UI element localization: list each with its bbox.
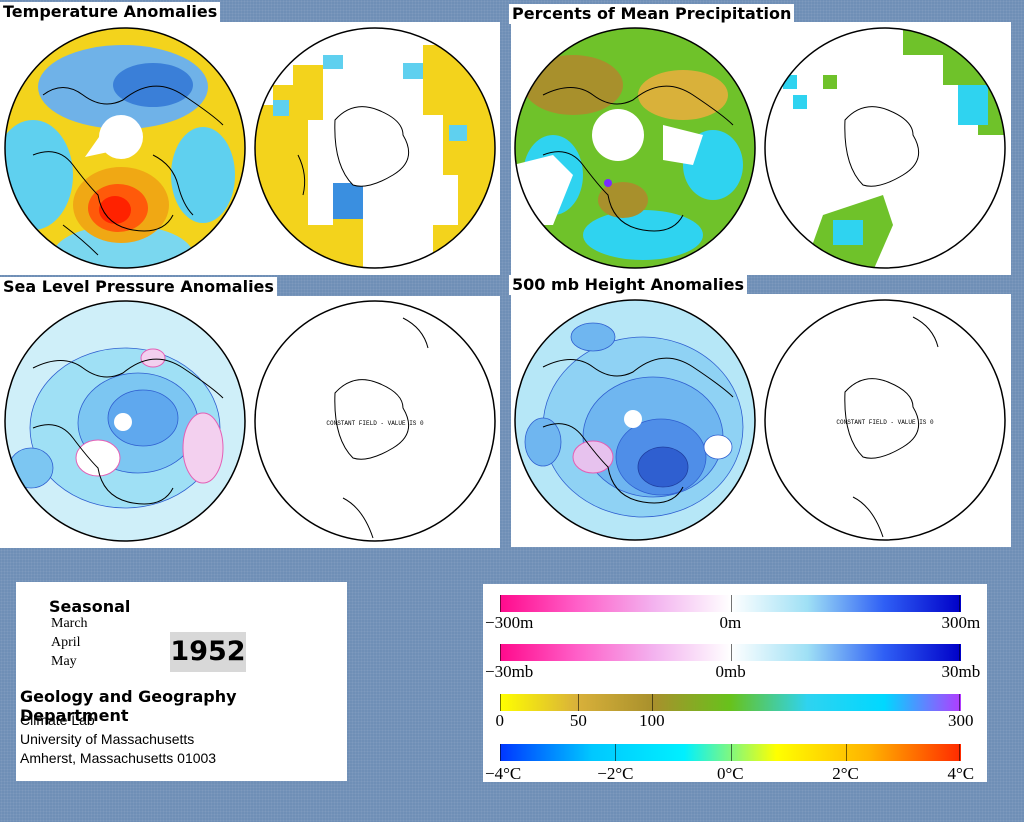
temperature-scale-tick xyxy=(731,744,732,761)
department-name: Geology and Geography Department xyxy=(20,687,237,725)
temperature-scale-label: −2°C xyxy=(597,764,634,783)
height-500mb-panel: CONSTANT FIELD - VALUE IS 0 xyxy=(511,294,1011,547)
height-scale-tick xyxy=(731,595,732,612)
info-line-1: Climate Lab xyxy=(20,712,95,728)
precipitation-north-globe xyxy=(513,25,757,271)
precipitation-scale-label: 50 xyxy=(569,711,587,730)
pressure-scale-tick xyxy=(731,644,732,661)
year-label: 1952 xyxy=(170,632,246,672)
pressure-south-globe: CONSTANT FIELD - VALUE IS 0 xyxy=(253,298,497,544)
height-south-globe: CONSTANT FIELD - VALUE IS 0 xyxy=(763,297,1007,543)
precipitation-scale-label: 100 xyxy=(639,711,665,730)
precipitation-title: Percents of Mean Precipitation xyxy=(509,4,795,24)
temperature-scale-bar xyxy=(500,744,961,761)
pressure-constant-note: CONSTANT FIELD - VALUE IS 0 xyxy=(326,420,424,427)
height-constant-note: CONSTANT FIELD - VALUE IS 0 xyxy=(836,419,934,426)
precipitation-scale-tick xyxy=(959,694,960,711)
precipitation-scale-label: 300 xyxy=(948,711,974,730)
temperature-scale-tick xyxy=(959,744,960,761)
temperature-scale-label: 2°C xyxy=(832,764,859,783)
pressure-scale-label: −30mb xyxy=(485,662,534,681)
pressure-scale-label: 0mb xyxy=(715,662,746,681)
info-box: Seasonal March April May 1952 Geology an… xyxy=(16,582,347,781)
height-scale-label: −300m xyxy=(485,613,534,632)
height-scale-bar xyxy=(500,595,961,612)
pressure-north-globe xyxy=(3,298,247,544)
pressure-scale-label: 30mb xyxy=(941,662,981,681)
temperature-south-globe xyxy=(253,25,497,271)
height-scale-label: 300m xyxy=(941,613,981,632)
sea-level-pressure-panel: CONSTANT FIELD - VALUE IS 0 xyxy=(0,296,500,548)
temperature-scale-label: 4°C xyxy=(947,764,975,783)
season-label: Seasonal xyxy=(49,597,131,616)
precipitation-scale-tick xyxy=(578,694,579,711)
height-500mb-title: 500 mb Height Anomalies xyxy=(509,275,748,295)
month-1: March xyxy=(51,616,88,631)
month-2: April xyxy=(51,635,81,650)
pressure-scale-bar xyxy=(500,644,961,661)
precipitation-scale-label: 0 xyxy=(495,711,505,730)
precipitation-scale-tick xyxy=(652,694,653,711)
info-line-3: Amherst, Massachusetts 01003 xyxy=(20,750,217,766)
precipitation-south-globe xyxy=(763,25,1007,271)
legend-box: −300m 0m 300m −30mb 0mb 30mb 0 50 100 300 −4°C −2°C… xyxy=(483,584,987,783)
pressure-scale-tick xyxy=(959,644,960,661)
pressure-scale-tick xyxy=(500,644,501,661)
temperature-scale-label: −4°C xyxy=(485,764,522,783)
temperature-panel xyxy=(0,22,500,275)
height-north-globe xyxy=(513,297,757,543)
sea-level-pressure-title: Sea Level Pressure Anomalies xyxy=(0,277,277,297)
temperature-north-globe xyxy=(3,25,247,271)
precipitation-scale-bar xyxy=(500,694,961,711)
temperature-scale-label: 0°C xyxy=(717,764,744,783)
temperature-scale-tick xyxy=(500,744,501,761)
precipitation-scale-tick xyxy=(500,694,501,711)
temperature-title: Temperature Anomalies xyxy=(0,2,221,22)
precipitation-panel xyxy=(511,22,1011,275)
height-scale-tick xyxy=(959,595,960,612)
month-3: May xyxy=(51,654,77,669)
info-line-2: University of Massachusetts xyxy=(20,731,195,747)
height-scale-label: 0m xyxy=(719,613,742,632)
height-scale-tick xyxy=(500,595,501,612)
temperature-scale-tick xyxy=(615,744,616,761)
temperature-scale-tick xyxy=(846,744,847,761)
